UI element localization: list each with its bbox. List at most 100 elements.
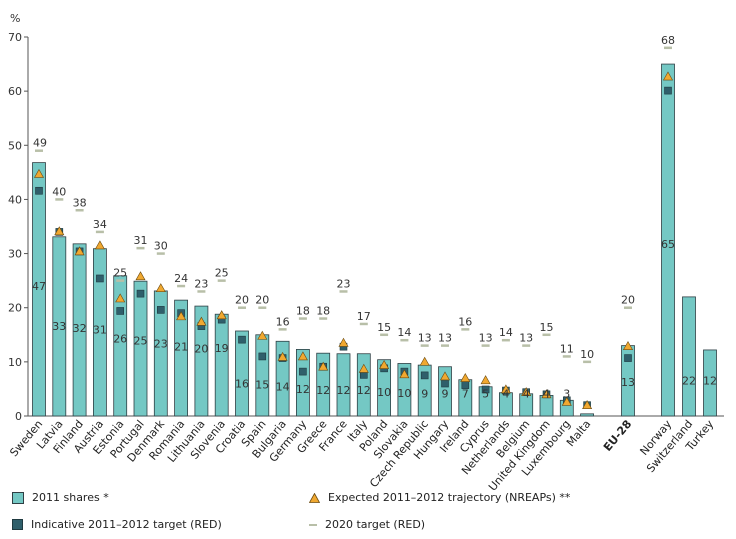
expected-marker-greece xyxy=(318,361,329,371)
legend-item-target: 2020 target (RED) xyxy=(309,518,425,531)
value-label-slovakia: 10 xyxy=(397,387,411,400)
y-axis-label: % xyxy=(10,12,20,25)
value-label-czech-republic: 9 xyxy=(421,387,428,400)
expected-marker-czech-republic xyxy=(419,356,430,366)
y-tick-label-60: 60 xyxy=(8,85,22,98)
legend-swatch-indicative xyxy=(12,519,23,530)
indicative-marker-germany xyxy=(299,367,307,376)
expected-marker-slovenia xyxy=(216,310,227,320)
target-label-latvia: 40 xyxy=(52,185,66,198)
value-label-croatia: 16 xyxy=(235,377,249,390)
expected-marker-norway xyxy=(662,71,674,81)
legend-swatch-expected xyxy=(309,492,320,503)
bar-portugal xyxy=(133,280,148,417)
expected-marker-germany xyxy=(297,351,308,361)
value-label-lithuania: 20 xyxy=(194,343,208,356)
legend-swatch-target xyxy=(309,523,317,526)
category-label-eu-28: EU-28 xyxy=(601,418,634,454)
target-label-belgium: 13 xyxy=(519,332,533,345)
indicative-marker-spain xyxy=(258,352,267,361)
target-label-slovenia: 25 xyxy=(215,267,229,280)
expected-marker-spain xyxy=(257,330,268,340)
legend-item-indicative: Indicative 2011–2012 target (RED) xyxy=(12,518,222,531)
y-tick-label-30: 30 xyxy=(8,248,22,261)
indicative-marker-eu-28 xyxy=(624,354,632,362)
bar-slovenia xyxy=(214,313,229,417)
value-label-denmark: 23 xyxy=(154,338,168,351)
target-label-romania: 24 xyxy=(174,272,188,285)
expected-marker-poland xyxy=(379,359,390,369)
bar-spain xyxy=(255,334,270,417)
y-tick-label-10: 10 xyxy=(8,356,22,369)
legend-swatch-shares xyxy=(12,491,24,504)
bars-layer xyxy=(32,63,717,417)
bar-norway xyxy=(661,63,675,417)
target-label-portugal: 31 xyxy=(134,234,148,247)
bar-lithuania xyxy=(194,305,209,417)
value-label-germany: 12 xyxy=(296,383,310,396)
target-label-cyprus: 13 xyxy=(479,332,493,345)
indicative-marker-denmark xyxy=(157,306,165,314)
labels-layer: 4749Sweden3340Latvia3238Finland3134Austr… xyxy=(7,34,717,490)
expected-marker-ireland xyxy=(460,372,471,382)
legend-item-shares: 2011 shares * xyxy=(12,491,109,504)
value-label-slovenia: 19 xyxy=(215,342,229,355)
expected-marker-france xyxy=(338,337,349,347)
value-label-poland: 10 xyxy=(377,386,391,399)
indicative-marker-austria xyxy=(96,274,104,283)
value-label-italy: 12 xyxy=(357,384,371,397)
expected-marker-romania xyxy=(176,311,187,321)
expected-marker-belgium xyxy=(521,387,532,396)
target-label-estonia: 25 xyxy=(113,267,127,280)
value-label-portugal: 25 xyxy=(134,334,148,347)
bar-latvia xyxy=(52,236,67,417)
legend-label-target: 2020 target (RED) xyxy=(325,518,426,531)
target-label-sweden: 49 xyxy=(33,137,47,150)
expected-marker-denmark xyxy=(155,283,166,293)
value-label-united-kingdom: 4 xyxy=(543,388,550,401)
indicative-marker-croatia xyxy=(238,335,246,344)
indicative-marker-norway xyxy=(664,86,672,95)
target-label-malta: 10 xyxy=(580,348,594,361)
target-label-denmark: 30 xyxy=(154,240,168,253)
value-label-switzerland: 22 xyxy=(682,375,696,388)
bar-switzerland xyxy=(682,296,696,417)
bar-poland xyxy=(377,359,392,417)
target-label-norway: 68 xyxy=(661,34,675,47)
value-label-romania: 21 xyxy=(174,341,188,354)
value-label-belgium: 4 xyxy=(523,388,530,401)
target-label-hungary: 13 xyxy=(438,332,452,345)
target-label-italy: 17 xyxy=(357,310,371,323)
target-label-czech-republic: 13 xyxy=(418,332,432,345)
indicative-marker-portugal xyxy=(136,289,145,298)
y-tick-label-50: 50 xyxy=(8,139,22,152)
expected-marker-slovakia xyxy=(399,369,410,379)
target-label-croatia: 20 xyxy=(235,294,249,307)
bar-italy xyxy=(356,353,371,417)
bar-turkey xyxy=(703,349,717,417)
indicative-marker-cyprus xyxy=(481,385,490,394)
target-label-lithuania: 23 xyxy=(194,277,208,290)
indicative-marker-estonia xyxy=(116,307,124,315)
target-label-germany: 18 xyxy=(296,305,310,318)
value-label-cyprus: 5 xyxy=(482,388,489,401)
indicative-marker-czech-republic xyxy=(420,371,429,380)
value-label-austria: 31 xyxy=(93,324,107,337)
target-label-eu-28: 20 xyxy=(621,294,635,307)
target-label-slovakia: 14 xyxy=(397,326,411,339)
expected-marker-luxembourg xyxy=(561,396,572,406)
y-tick-label-70: 70 xyxy=(8,31,22,44)
target-label-ireland: 16 xyxy=(458,315,472,328)
expected-marker-lithuania xyxy=(196,316,207,326)
value-label-turkey: 12 xyxy=(703,375,717,388)
expected-marker-italy xyxy=(358,363,369,373)
value-label-eu-28: 13 xyxy=(621,376,635,389)
indicative-marker-hungary xyxy=(441,379,449,388)
expected-marker-hungary xyxy=(439,371,451,381)
target-label-finland: 38 xyxy=(73,196,87,209)
target-label-luxembourg: 11 xyxy=(560,342,574,355)
target-label-bulgaria: 16 xyxy=(276,315,290,328)
value-label-hungary: 9 xyxy=(442,388,449,401)
expected-marker-sweden xyxy=(33,168,45,178)
